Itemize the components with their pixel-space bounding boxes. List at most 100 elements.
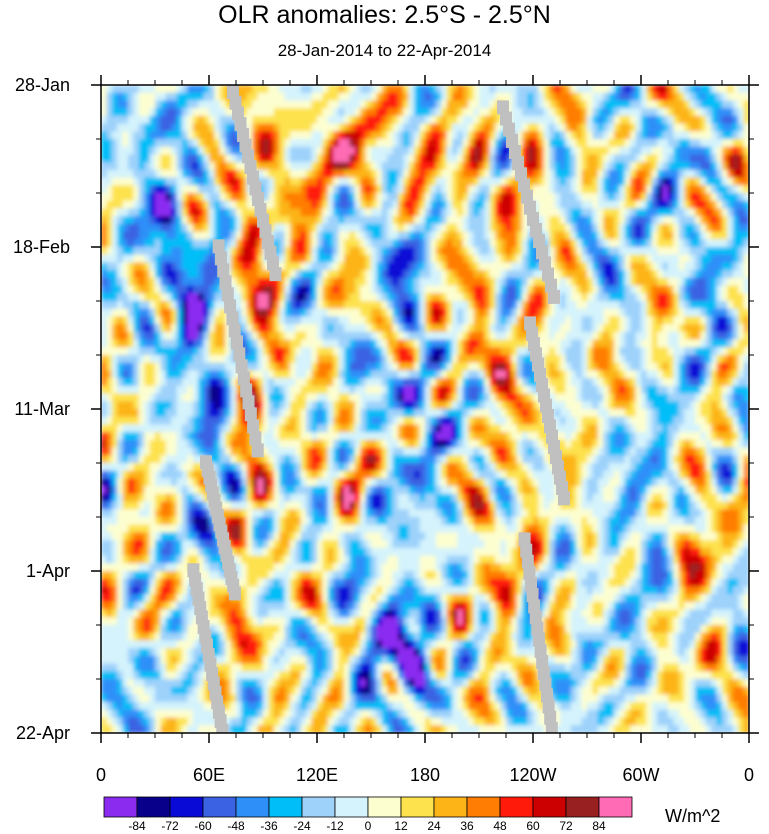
missing-data-cell <box>217 263 230 278</box>
missing-data-cell <box>224 299 237 314</box>
colorbar-swatch <box>103 796 138 818</box>
missing-data-cell <box>214 251 227 266</box>
colorbar-swatch <box>235 796 270 818</box>
missing-data-cell <box>524 200 536 215</box>
missing-data-cell <box>237 371 250 386</box>
colorbar-swatch <box>169 796 204 818</box>
chart-subtitle: 28-Jan-2014 to 22-Apr-2014 <box>277 41 492 60</box>
missing-data-cell <box>242 395 255 410</box>
chart-title: OLR anomalies: 2.5°S - 2.5°N <box>218 1 551 29</box>
missing-data-cell <box>537 666 550 681</box>
colorbar-level-label: 60 <box>526 819 540 833</box>
missing-data-cell <box>503 122 515 137</box>
colorbar-swatch <box>202 796 237 818</box>
colorbar-level-label: 84 <box>592 819 606 833</box>
missing-data-cell <box>542 267 554 282</box>
colorbar-level-label: 48 <box>493 819 507 833</box>
colorbar-swatch <box>301 796 336 818</box>
colorbar-swatch <box>367 796 402 818</box>
missing-data-cell <box>536 655 549 669</box>
missing-data-cell <box>221 287 234 302</box>
missing-data-cell <box>242 149 254 164</box>
missing-data-cell <box>512 156 524 171</box>
missing-data-cell <box>497 100 509 115</box>
x-tick-label: 60E <box>193 765 225 785</box>
y-tick-label: 28-Jan <box>15 75 70 95</box>
colorbar-swatch <box>499 796 534 818</box>
colorbar-swatch <box>466 796 501 818</box>
colorbar-swatch <box>565 796 600 818</box>
colorbar-level-label: 0 <box>365 819 372 833</box>
colorbar-level-label: -36 <box>260 819 278 833</box>
colorbar-level-label: -84 <box>128 819 146 833</box>
missing-data-cell <box>509 145 521 159</box>
y-tick-label: 18-Feb <box>13 237 70 257</box>
x-axis: 0 60E 120E 180 120W 60W 0 <box>96 75 754 785</box>
missing-data-cell <box>244 407 257 422</box>
y-tick-label: 22-Apr <box>16 723 70 743</box>
missing-data-cell <box>219 275 232 290</box>
colorbar-level-label: -12 <box>326 819 344 833</box>
x-tick-label: 0 <box>744 765 754 785</box>
colorbar-swatch <box>400 796 435 818</box>
y-tick-label: 11-Mar <box>14 399 70 419</box>
missing-data-cell <box>506 133 518 148</box>
missing-data-cell <box>523 565 536 580</box>
missing-data-cell <box>527 211 539 226</box>
missing-data-cell <box>539 256 551 271</box>
missing-data-cell <box>544 710 557 725</box>
colorbar-level-label: -60 <box>194 819 212 833</box>
colorbar-level-label: -48 <box>227 819 245 833</box>
colorbar-level-label: -24 <box>293 819 311 833</box>
colorbar-level-label: 12 <box>394 819 408 833</box>
missing-data-cell <box>239 138 252 153</box>
x-tick-label: 180 <box>410 765 440 785</box>
missing-data-cell <box>234 117 247 132</box>
missing-data-cell <box>262 235 274 249</box>
missing-data-cell <box>254 202 267 217</box>
missing-data-cell <box>515 167 527 182</box>
missing-data-cell <box>541 688 553 703</box>
missing-data-cell <box>267 256 279 271</box>
colorbar-level-label: 24 <box>427 819 441 833</box>
x-tick-label: 60W <box>622 765 659 785</box>
missing-data-cell <box>521 554 534 569</box>
missing-data-cell <box>216 723 229 733</box>
missing-data-cell <box>228 586 241 601</box>
missing-data-cell <box>548 289 560 304</box>
x-tick-label: 120E <box>296 765 338 785</box>
missing-data-cell <box>530 223 542 237</box>
missing-data-cell <box>228 323 241 338</box>
missing-data-cell <box>252 192 264 207</box>
colorbar-swatch <box>532 796 567 818</box>
colorbar-swatch <box>136 796 171 818</box>
missing-data-cell <box>235 359 248 374</box>
missing-data-cell <box>247 419 260 434</box>
x-tick-label: 0 <box>96 765 106 785</box>
colorbar-swatch <box>268 796 303 818</box>
colorbar-level-label: -72 <box>161 819 179 833</box>
missing-data-cell <box>536 245 548 260</box>
colorbar-level-label: 36 <box>460 819 474 833</box>
missing-data-cell <box>229 95 242 110</box>
y-axis: 28-Jan 18-Feb 11-Mar 1-Apr 22-Apr <box>13 75 759 743</box>
missing-data-cell <box>249 181 262 196</box>
missing-data-cell <box>231 335 243 350</box>
colorbar-swatch <box>334 796 369 818</box>
colorbar-level-label: 72 <box>559 819 573 833</box>
missing-data-cell <box>212 239 225 254</box>
missing-data-cell <box>545 721 558 733</box>
missing-data-cell <box>233 347 246 362</box>
missing-data-cell <box>244 160 257 174</box>
missing-data-cell <box>251 443 264 458</box>
missing-data-cell <box>227 85 239 99</box>
missing-data-cell <box>531 621 544 636</box>
missing-data-cell <box>520 543 533 558</box>
missing-data-cell <box>240 383 253 398</box>
missing-data-cell <box>526 588 539 603</box>
missing-data-cell <box>518 178 530 193</box>
missing-data-cell <box>257 213 269 228</box>
colorbar: -84 -72 -60 -48 -36 -24 -12 0 12 24 36 48 60 72 84 <box>103 796 633 833</box>
colorbar-unit-label: W/m^2 <box>665 806 720 826</box>
